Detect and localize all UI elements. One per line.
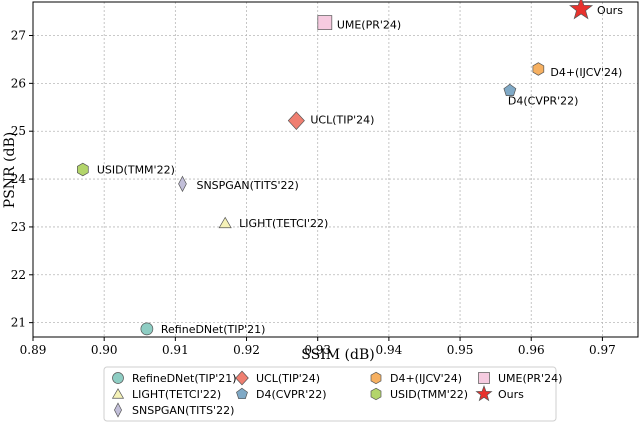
point-label: D4(CVPR'22) <box>508 95 579 108</box>
y-tick-label: 21 <box>11 316 26 330</box>
y-tick-label: 22 <box>11 268 26 282</box>
point-label: UME(PR'24) <box>337 19 401 32</box>
x-tick-label: 0.93 <box>304 343 331 357</box>
x-tick-label: 0.96 <box>518 343 545 357</box>
point-marker <box>317 15 333 30</box>
legend-box <box>103 366 557 422</box>
legend-marker <box>236 387 248 400</box>
legend-marker <box>114 402 122 418</box>
x-tick-label: 0.92 <box>233 343 260 357</box>
x-axis-label: SSIM (dB) <box>301 347 374 363</box>
point-label: SNSPGAN(TITS'22) <box>196 179 298 192</box>
plot-frame <box>32 1 639 338</box>
point-label: LIGHT(TETCI'22) <box>239 217 328 230</box>
point-label: RefineDNet(TIP'21) <box>161 323 266 336</box>
point-label: D4+(IJCV'24) <box>550 66 622 79</box>
y-tick-label: 24 <box>11 172 27 186</box>
legend-entry: Ours <box>498 388 524 401</box>
point-marker <box>569 0 594 20</box>
grid-lines <box>32 2 638 337</box>
x-tick-label: 0.91 <box>162 343 189 357</box>
legend-entry: USID(TMM'22) <box>390 388 468 401</box>
x-tick-label: 0.90 <box>91 343 118 357</box>
point-marker <box>532 62 545 76</box>
y-tick-label: 27 <box>11 29 26 43</box>
point-marker <box>77 162 89 177</box>
point-labels: RefineDNet(TIP'21) LIGHT(TETCI'22) SNSPGAN… <box>97 4 623 336</box>
point-marker <box>287 111 305 130</box>
point-marker <box>140 322 154 336</box>
point-marker <box>218 216 232 229</box>
y-tick-label: 26 <box>11 76 26 90</box>
legend-marker <box>475 385 493 402</box>
legend-marker <box>235 370 249 386</box>
axes: 0.89 0.90 0.91 0.92 0.93 0.94 0.95 0.96 0.97 21 22… <box>11 1 639 357</box>
x-tick-label: 0.89 <box>20 343 47 357</box>
point-marker <box>178 175 187 193</box>
legend-entry: RefineDNet(TIP'21) <box>132 372 237 385</box>
legend-entry: D4(CVPR'22) <box>256 388 327 401</box>
legend-entry: SNSPGAN(TITS'22) <box>132 404 234 417</box>
legend-marker <box>111 388 125 399</box>
legend-marker <box>370 371 382 385</box>
point-label: USID(TMM'22) <box>97 164 175 177</box>
legend-marker <box>478 372 490 384</box>
point-label: Ours <box>597 4 623 17</box>
y-tick-label: 25 <box>11 124 26 138</box>
y-axis-label: PSNR (dB) <box>2 132 18 208</box>
legend-entry: UME(PR'24) <box>498 372 562 385</box>
legend-marker <box>370 387 382 401</box>
y-tick-label: 23 <box>11 220 26 234</box>
legend-entry: LIGHT(TETCI'22) <box>132 388 221 401</box>
x-tick-label: 0.97 <box>589 343 616 357</box>
legend-marker <box>112 372 124 384</box>
x-tick-label: 0.94 <box>376 343 403 357</box>
x-tick-label: 0.95 <box>447 343 474 357</box>
point-label: UCL(TIP'24) <box>310 114 374 127</box>
legend-entry: D4+(IJCV'24) <box>390 372 462 385</box>
legend: RefineDNet(TIP'21) UCL(TIP'24) D4+(IJCV'24… <box>103 366 562 422</box>
data-points <box>77 0 594 336</box>
legend-entry: UCL(TIP'24) <box>256 372 320 385</box>
point-marker <box>503 83 517 96</box>
